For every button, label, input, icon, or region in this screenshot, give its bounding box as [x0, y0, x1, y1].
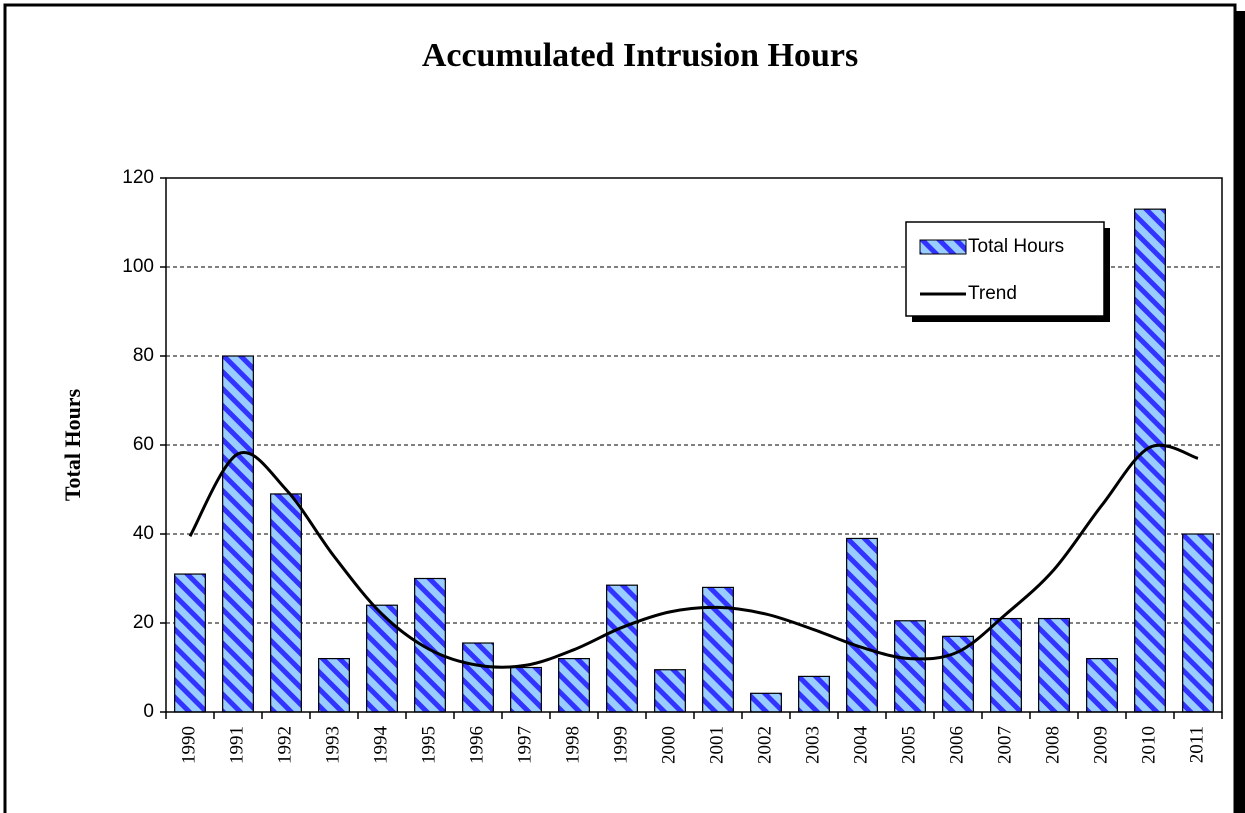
bar: [942, 635, 974, 713]
legend: [905, 221, 1105, 317]
bar: [270, 493, 302, 713]
x-tick-label: 2000: [658, 726, 679, 764]
y-tick-label: 100: [122, 256, 154, 277]
x-tick-label: 1993: [322, 726, 343, 764]
x-tick-label: 1994: [370, 726, 391, 765]
trend-line: [188, 443, 1199, 669]
x-tick-label: 2006: [946, 726, 967, 764]
bar: [990, 617, 1022, 713]
bar: [510, 666, 542, 713]
bar: [222, 355, 254, 713]
y-tick-label: 0: [143, 701, 154, 722]
bar: [558, 657, 590, 713]
bar: [1182, 533, 1214, 713]
legend-swatch: [919, 239, 967, 255]
bar: [1134, 208, 1166, 713]
y-tick-label: 40: [133, 523, 154, 544]
x-tick-label: 2003: [802, 726, 823, 764]
bar: [846, 537, 878, 713]
bar: [318, 657, 350, 713]
bar: [1038, 617, 1070, 713]
bar: [366, 604, 398, 713]
chart-title: Accumulated Intrusion Hours: [422, 37, 858, 74]
bar: [798, 675, 830, 713]
bar: [174, 573, 206, 713]
x-tick-label: 2008: [1042, 726, 1063, 764]
x-tick-label: 2004: [850, 726, 871, 765]
x-tick-label: 1997: [514, 726, 535, 764]
x-tick-label: 1990: [178, 726, 199, 764]
bar: [654, 669, 686, 713]
bar: [894, 620, 926, 713]
x-tick-label: 1995: [418, 726, 439, 764]
x-tick-label: 2011: [1186, 726, 1207, 763]
plot-border: [165, 177, 1223, 713]
x-tick-label: 1992: [274, 726, 295, 764]
bar: [462, 642, 494, 713]
y-tick-label: 60: [133, 434, 154, 455]
x-tick-label: 2007: [994, 726, 1015, 764]
x-tick-label: 2001: [706, 726, 727, 764]
x-tick-label: 2005: [898, 726, 919, 764]
x-tick-label: 2009: [1090, 726, 1111, 764]
x-tick-label: 1999: [610, 726, 631, 764]
x-tick-label: 1996: [466, 726, 487, 764]
x-tick-label: 2010: [1138, 726, 1159, 764]
x-tick-label: 1991: [226, 726, 247, 764]
x-tick-label: 1998: [562, 726, 583, 764]
legend-label: Total Hours: [968, 236, 1064, 257]
y-axis-label: Total Hours: [60, 388, 85, 501]
bar: [1086, 657, 1118, 713]
x-tick-label: 2002: [754, 726, 775, 764]
bar: [750, 692, 782, 713]
bar: [606, 584, 638, 713]
y-tick-label: 20: [133, 612, 154, 633]
y-tick-label: 80: [133, 345, 154, 366]
y-tick-label: 120: [122, 167, 154, 188]
legend-label: Trend: [968, 283, 1017, 304]
